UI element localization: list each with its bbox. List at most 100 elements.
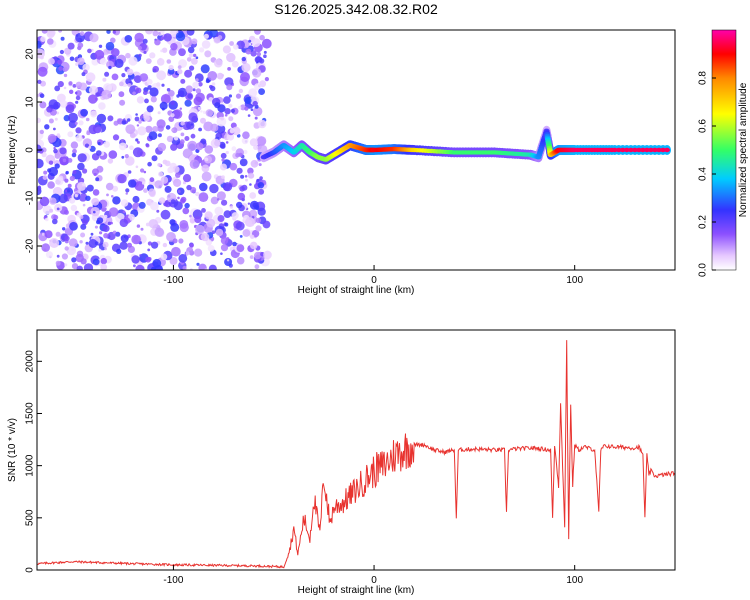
noise-blob: [49, 197, 57, 205]
noise-blob: [54, 85, 61, 92]
noise-blob: [119, 241, 128, 250]
noise-blob: [135, 87, 142, 94]
noise-blob: [214, 206, 224, 216]
noise-blob: [69, 56, 75, 62]
noise-blob: [92, 189, 100, 196]
noise-blob: [252, 68, 262, 78]
noise-blob: [121, 139, 124, 142]
noise-blob: [107, 221, 112, 226]
noise-blob: [228, 116, 234, 122]
noise-blob: [230, 108, 235, 113]
noise-blob: [96, 150, 102, 156]
noise-blob: [69, 175, 76, 182]
noise-blob: [161, 47, 168, 53]
noise-blob: [195, 88, 202, 94]
noise-blob: [149, 52, 156, 59]
noise-blob: [129, 145, 134, 150]
noise-blob: [136, 124, 140, 127]
noise-blob: [132, 91, 136, 96]
noise-blob: [223, 210, 232, 219]
noise-blob: [160, 36, 165, 41]
noise-blob: [173, 178, 182, 187]
noise-blob: [224, 114, 228, 117]
spectrogram-x-ticks: -100 0 100: [163, 265, 583, 286]
noise-blob: [263, 54, 267, 58]
noise-blob: [72, 84, 77, 88]
noise-blob: [236, 134, 241, 138]
noise-blob: [249, 192, 257, 199]
noise-blob: [193, 96, 203, 106]
noise-blob: [220, 244, 229, 252]
noise-blob: [228, 103, 233, 108]
noise-blob: [224, 108, 231, 115]
noise-blob: [142, 38, 148, 44]
noise-blob: [257, 119, 267, 129]
noise-blob: [195, 78, 199, 82]
noise-blob: [135, 264, 145, 270]
noise-blob: [140, 227, 144, 231]
noise-blob: [187, 46, 195, 54]
noise-blob: [37, 79, 42, 84]
noise-blob: [92, 124, 102, 134]
noise-blob: [200, 117, 206, 124]
noise-blob: [125, 124, 136, 134]
noise-blob: [170, 113, 175, 118]
noise-blob: [45, 251, 53, 259]
noise-blob: [240, 174, 245, 179]
noise-blob: [56, 207, 60, 211]
noise-blob: [156, 209, 160, 213]
colorbar-tick-label: 0.8: [698, 71, 709, 85]
noise-blob: [37, 158, 44, 169]
noise-blob: [223, 182, 233, 192]
noise-blob: [41, 232, 45, 236]
noise-blob: [39, 93, 45, 98]
noise-blob: [172, 109, 183, 119]
noise-blob: [244, 97, 252, 104]
noise-blob: [172, 165, 180, 173]
noise-blob: [154, 227, 164, 237]
noise-blob: [122, 210, 126, 214]
noise-blob: [55, 231, 61, 237]
noise-blob: [221, 74, 225, 77]
noise-blob: [168, 177, 172, 181]
noise-blob: [143, 170, 147, 174]
noise-blob: [67, 189, 71, 193]
noise-blob: [77, 162, 85, 171]
noise-blob: [125, 156, 135, 166]
noise-blob: [137, 45, 142, 51]
noise-blob: [157, 142, 167, 152]
noise-blob: [232, 241, 237, 247]
noise-blob: [152, 258, 162, 268]
noise-blob: [121, 155, 125, 159]
noise-blob: [98, 102, 106, 110]
noise-blob: [112, 196, 121, 205]
noise-blob: [245, 178, 248, 182]
noise-blob: [65, 170, 69, 175]
noise-blob: [220, 252, 223, 255]
noise-blob: [140, 168, 145, 173]
noise-blob: [107, 158, 114, 164]
noise-blob: [111, 195, 114, 198]
noise-blob: [196, 262, 200, 266]
noise-blob: [194, 248, 203, 257]
noise-blob: [116, 248, 122, 254]
noise-blob: [235, 221, 245, 231]
noise-blob: [143, 188, 148, 193]
noise-blob: [77, 42, 84, 48]
noise-blob: [177, 68, 183, 75]
noise-blob: [220, 163, 227, 171]
noise-blob: [160, 209, 171, 220]
noise-blob: [125, 192, 128, 195]
noise-blob: [226, 52, 236, 63]
snr-x-ticks: -100 0 100: [163, 565, 583, 586]
noise-blob: [86, 130, 90, 133]
colorbar-tick-label: 0.6: [698, 119, 709, 133]
noise-blob: [125, 52, 131, 59]
noise-blob: [257, 182, 265, 189]
noise-blob: [189, 65, 195, 71]
noise-blob: [147, 91, 150, 94]
noise-blob: [82, 203, 86, 207]
noise-blob: [80, 232, 86, 238]
noise-blob: [235, 152, 240, 158]
noise-blob: [262, 220, 271, 229]
